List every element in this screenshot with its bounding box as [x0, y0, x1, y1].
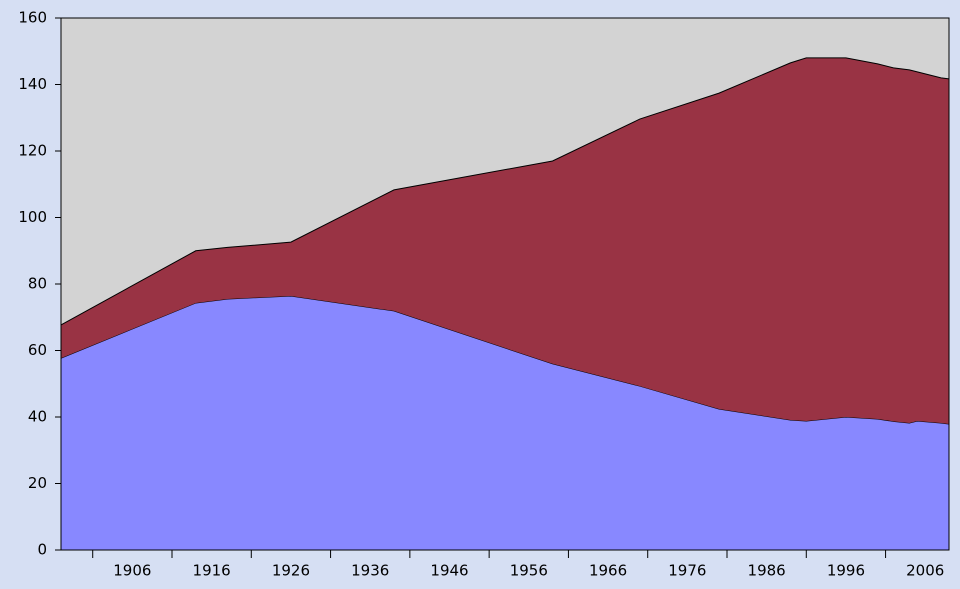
- y-tick-label: 20: [28, 474, 47, 492]
- y-tick-label: 40: [28, 408, 47, 426]
- y-tick-label: 80: [28, 275, 47, 293]
- x-tick-label: 1946: [430, 562, 468, 580]
- area: [61, 57, 949, 424]
- x-tick-label: 2006: [906, 562, 944, 580]
- y-tick-label: 60: [28, 341, 47, 359]
- y-tick-label: 160: [18, 9, 47, 27]
- y-tick-label: 100: [18, 208, 47, 226]
- x-tick-label: 1936: [351, 562, 389, 580]
- area: [61, 295, 949, 550]
- x-tick-label: 1996: [827, 562, 865, 580]
- x-tick-label: 1926: [272, 562, 310, 580]
- y-tick-label: 0: [37, 541, 47, 559]
- x-tick-label: 1976: [668, 562, 706, 580]
- x-tick-label: 1916: [193, 562, 231, 580]
- x-tick-label: 1906: [113, 562, 151, 580]
- x-tick-label: 1986: [748, 562, 786, 580]
- y-tick-label: 140: [18, 75, 47, 93]
- x-tick-label: 1966: [589, 562, 627, 580]
- area-edge: [60, 57, 950, 326]
- x-tick-label: 1956: [510, 562, 548, 580]
- y-tick-label: 120: [18, 142, 47, 160]
